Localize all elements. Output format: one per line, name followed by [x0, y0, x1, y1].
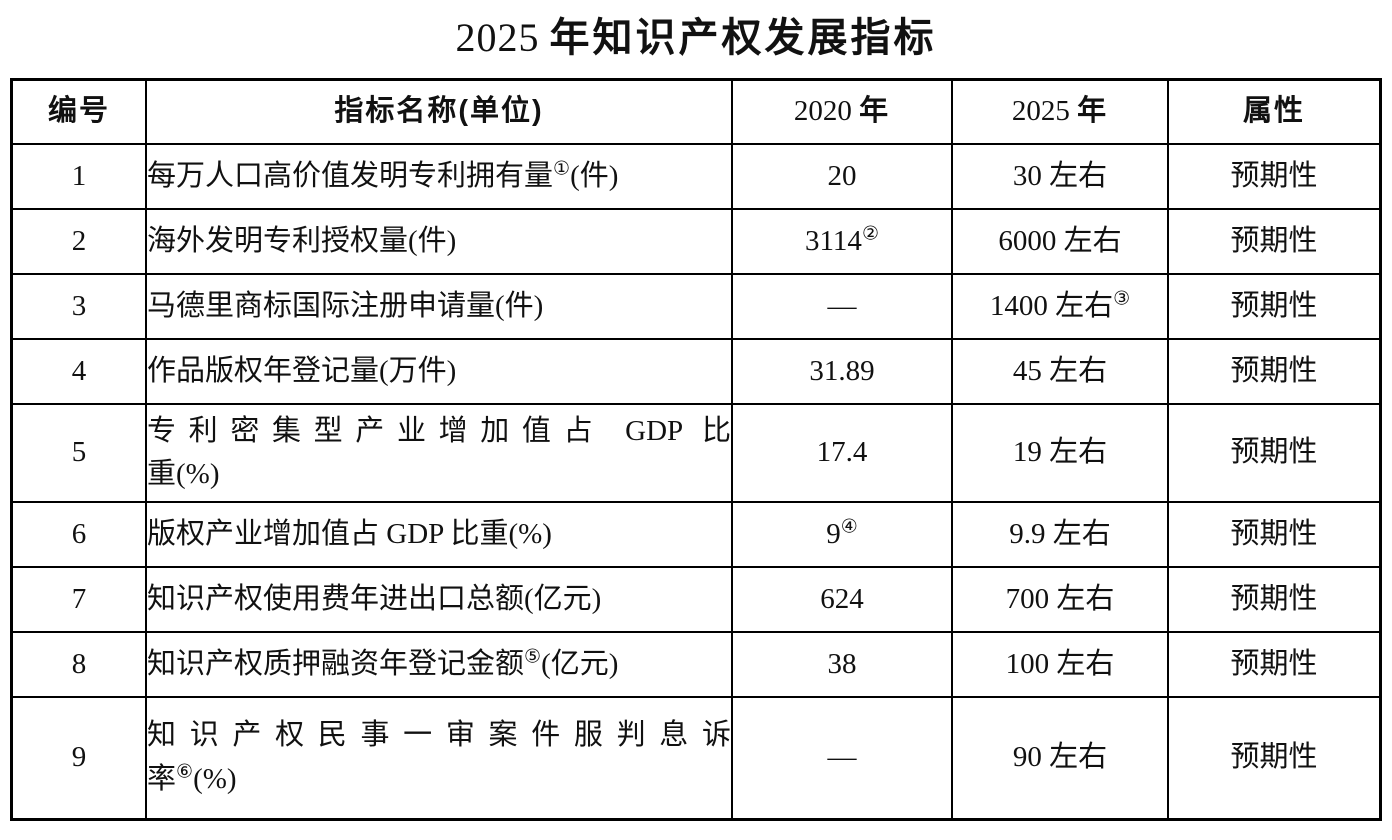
cell-indicator-name: 专利密集型产业增加值占 GDP 比重(%)	[145, 403, 733, 503]
cell-value-2025: 30 左右	[951, 143, 1169, 210]
indicator-name-line: 重(%)	[147, 458, 220, 490]
cell-row-number: 1	[10, 143, 147, 210]
header-indicator-name-label: 指标名称(单位)	[334, 95, 544, 128]
table-row: 1 每万人口高价值发明专利拥有量①(件) 20 30 左右 预期性	[10, 143, 1382, 210]
cell-value-2020: —	[731, 696, 953, 820]
table-row: 2 海外发明专利授权量(件) 3114② 6000 左右 预期性	[10, 208, 1382, 275]
cell-value-2025: 100 左右	[951, 631, 1169, 698]
title-text: 年知识产权发展指标	[549, 16, 937, 60]
cell-row-number: 8	[10, 631, 147, 698]
title-year: 2025	[455, 15, 540, 60]
footnote-marker: ③	[1113, 288, 1131, 310]
cell-indicator-name: 马德里商标国际注册申请量(件)	[145, 273, 733, 340]
footnote-marker: ①	[553, 158, 571, 180]
table-header: 编号 指标名称(单位) 2020 年 2025 年 属性	[10, 78, 1382, 145]
cell-row-number: 9	[10, 696, 147, 820]
table-row: 7 知识产权使用费年进出口总额(亿元) 624 700 左右 预期性	[10, 566, 1382, 633]
table-row: 5 专利密集型产业增加值占 GDP 比重(%) 17.4 19 左右 预期性	[10, 403, 1382, 503]
indicators-table: 编号 指标名称(单位) 2020 年 2025 年 属性 1 每万人口高价值发明专…	[10, 78, 1382, 821]
cell-value-2020: 9④	[731, 501, 953, 568]
cell-value-2025: 45 左右	[951, 338, 1169, 405]
cell-value-2020: 3114②	[731, 208, 953, 275]
page-title: 2025 年知识产权发展指标	[0, 0, 1392, 78]
table-body: 1 每万人口高价值发明专利拥有量①(件) 20 30 左右 预期性 2 海外发明专利授权量(…	[10, 143, 1382, 820]
cell-indicator-name: 版权产业增加值占 GDP 比重(%)	[145, 501, 733, 568]
footnote-marker: ②	[861, 223, 879, 245]
cell-indicator-name: 海外发明专利授权量(件)	[145, 208, 733, 275]
header-year-2020: 2020 年	[731, 78, 953, 145]
cell-attribute: 预期性	[1167, 501, 1382, 568]
footnote-marker: ④	[840, 516, 858, 538]
indicator-name-line: 作品版权年登记量(万件)	[147, 354, 457, 387]
cell-indicator-name: 知识产权使用费年进出口总额(亿元)	[145, 566, 733, 633]
table-row: 9 知识产权民事一审案件服判息诉 率⑥(%) —90 左右 预期性	[10, 696, 1382, 820]
cell-attribute: 预期性	[1167, 403, 1382, 503]
cell-value-2020: 38	[731, 631, 953, 698]
cell-value-2020: 20	[731, 143, 953, 210]
header-indicator-name: 指标名称(单位)	[145, 78, 733, 145]
header-row: 编号 指标名称(单位) 2020 年 2025 年 属性	[10, 78, 1382, 145]
cell-attribute: 预期性	[1167, 566, 1382, 633]
cell-indicator-name: 知识产权质押融资年登记金额⑤(亿元)	[145, 631, 733, 698]
cell-row-number: 3	[10, 273, 147, 340]
cell-value-2020: 17.4	[731, 403, 953, 503]
header-year-2025: 2025 年	[951, 78, 1169, 145]
cell-value-2025: 19 左右	[951, 403, 1169, 503]
cell-indicator-name: 知识产权民事一审案件服判息诉 率⑥(%)	[145, 696, 733, 820]
footnote-marker: ⑥	[176, 761, 194, 783]
indicator-name-line: 专利密集型产业增加值占 GDP 比	[147, 414, 731, 447]
indicator-name-line: 版权产业增加值占 GDP 比重(%)	[147, 517, 552, 550]
table-row: 8 知识产权质押融资年登记金额⑤(亿元) 38 100 左右 预期性	[10, 631, 1382, 698]
cell-value-2020: 31.89	[731, 338, 953, 405]
header-attribute: 属性	[1167, 78, 1382, 145]
header-year-2025-number: 2025	[1011, 95, 1070, 128]
footnote-marker: ⑤	[524, 646, 542, 668]
cell-row-number: 4	[10, 338, 147, 405]
cell-indicator-name: 每万人口高价值发明专利拥有量①(件)	[145, 143, 733, 210]
indicator-name-line: 知识产权质押融资年登记金额⑤(亿元)	[147, 646, 619, 680]
cell-row-number: 2	[10, 208, 147, 275]
cell-value-2020: 624	[731, 566, 953, 633]
indicator-name-line: 率⑥(%)	[147, 761, 237, 795]
cell-attribute: 预期性	[1167, 338, 1382, 405]
cell-value-2025: 90 左右	[951, 696, 1169, 820]
indicator-name-line: 海外发明专利授权量(件)	[147, 224, 457, 257]
indicator-name-line: 每万人口高价值发明专利拥有量①(件)	[147, 158, 619, 192]
cell-row-number: 7	[10, 566, 147, 633]
cell-attribute: 预期性	[1167, 143, 1382, 210]
indicator-name-line: 知识产权使用费年进出口总额(亿元)	[147, 582, 602, 615]
header-number-label: 编号	[47, 95, 110, 128]
cell-attribute: 预期性	[1167, 631, 1382, 698]
table-row: 4 作品版权年登记量(万件) 31.89 45 左右 预期性	[10, 338, 1382, 405]
cell-attribute: 预期性	[1167, 208, 1382, 275]
cell-attribute: 预期性	[1167, 696, 1382, 820]
cell-row-number: 6	[10, 501, 147, 568]
cell-value-2025: 6000 左右	[951, 208, 1169, 275]
header-number: 编号	[10, 78, 147, 145]
cell-attribute: 预期性	[1167, 273, 1382, 340]
header-year-2025-unit: 年	[1077, 95, 1109, 128]
cell-value-2025: 1400 左右③	[951, 273, 1169, 340]
indicator-name-line: 知识产权民事一审案件服判息诉	[147, 719, 731, 752]
cell-value-2025: 9.9 左右	[951, 501, 1169, 568]
cell-row-number: 5	[10, 403, 147, 503]
table-row: 3 马德里商标国际注册申请量(件) —1400 左右③ 预期性	[10, 273, 1382, 340]
indicator-name-line: 马德里商标国际注册申请量(件)	[147, 289, 544, 322]
header-year-2020-unit: 年	[859, 95, 891, 128]
cell-indicator-name: 作品版权年登记量(万件)	[145, 338, 733, 405]
header-year-2020-number: 2020	[793, 95, 852, 128]
cell-value-2020: —	[731, 273, 953, 340]
cell-value-2025: 700 左右	[951, 566, 1169, 633]
table-row: 6 版权产业增加值占 GDP 比重(%) 9④ 9.9 左右 预期性	[10, 501, 1382, 568]
header-attribute-label: 属性	[1242, 95, 1305, 128]
